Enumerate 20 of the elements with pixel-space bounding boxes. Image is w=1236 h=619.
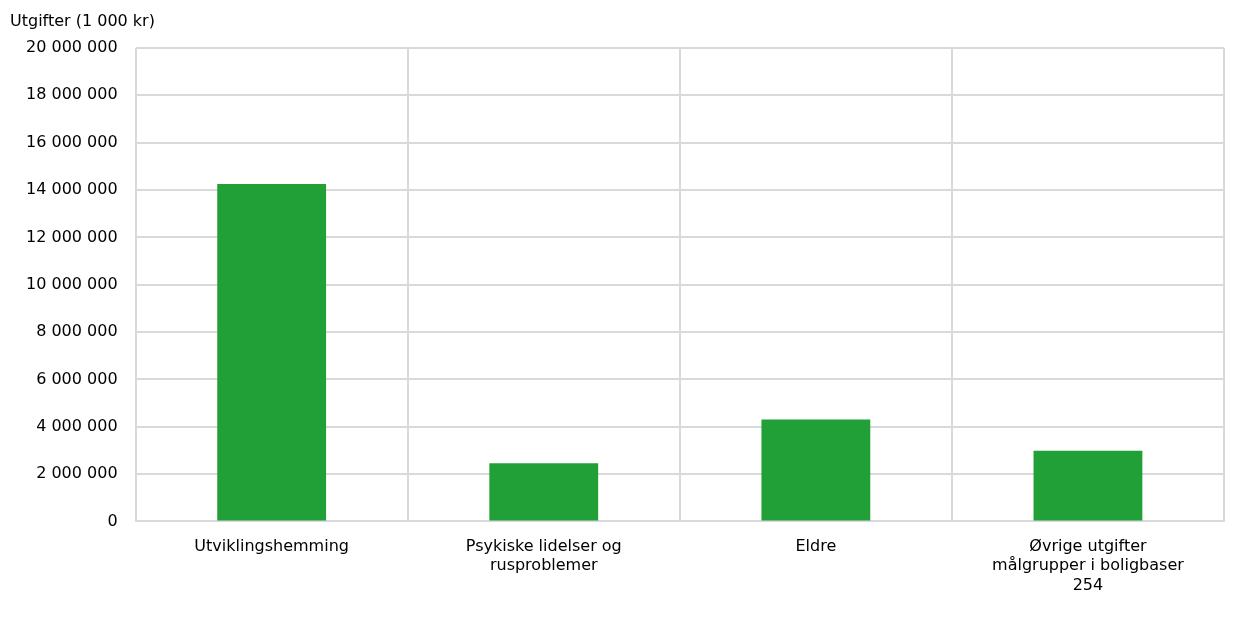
y-tick-label: 20 000 000	[26, 37, 118, 57]
y-tick-label: 12 000 000	[26, 226, 118, 246]
y-axis-title: Utgifter (1 000 kr)	[10, 11, 155, 31]
y-tick-label: 2 000 000	[36, 463, 118, 483]
bar	[217, 184, 327, 521]
y-tick-label: 6 000 000	[36, 368, 118, 388]
bar	[489, 463, 599, 521]
bar	[1033, 450, 1143, 521]
bar	[761, 419, 871, 521]
y-tick-label: 18 000 000	[26, 84, 118, 104]
y-tick-label: 4 000 000	[36, 415, 118, 435]
x-tick-label: Øvrige utgifter målgrupper i boligbaser 254	[992, 536, 1185, 594]
x-tick-label: Utviklingshemming	[194, 536, 349, 556]
x-tick-label: Psykiske lidelser og rusproblemer	[465, 536, 622, 575]
y-tick-label: 16 000 000	[26, 131, 118, 151]
y-tick-label: 8 000 000	[36, 321, 118, 341]
y-tick-label: 14 000 000	[26, 179, 118, 199]
x-tick-label: Eldre	[795, 536, 837, 556]
y-tick-label: 10 000 000	[26, 273, 118, 293]
y-tick-label: 0	[107, 510, 118, 530]
